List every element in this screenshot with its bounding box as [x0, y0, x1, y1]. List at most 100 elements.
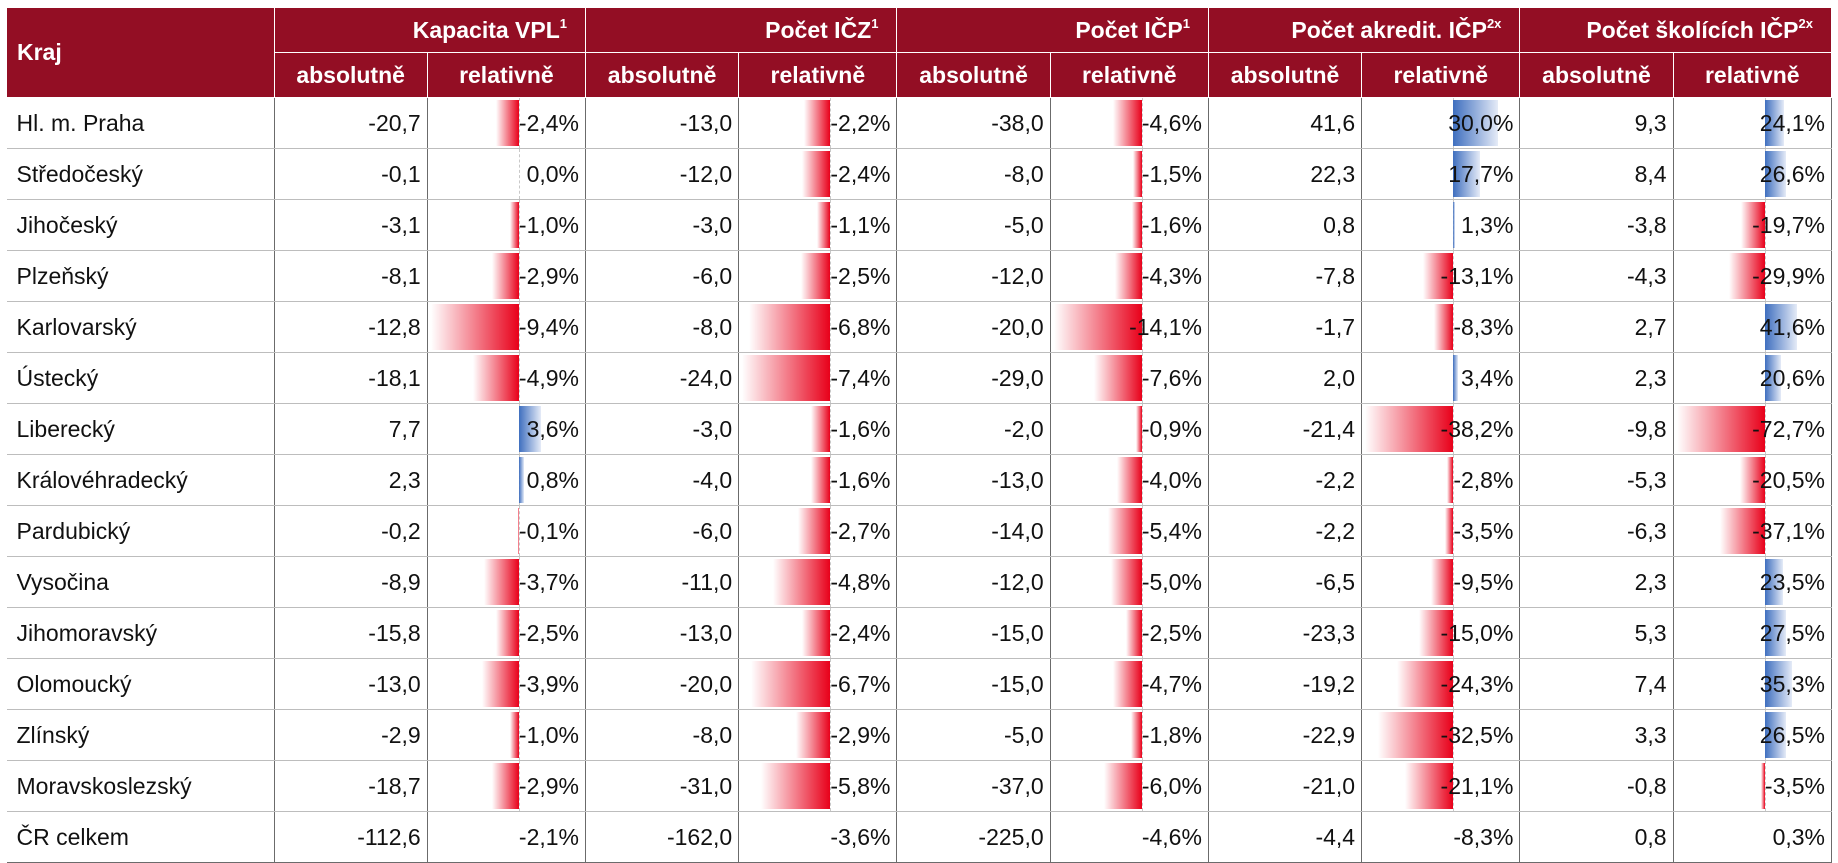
relative-value-cell: -19,7%: [1673, 199, 1833, 251]
relative-value-cell: -3,9%: [427, 658, 587, 710]
zero-axis: [1141, 149, 1143, 199]
region-name: Královéhradecký: [6, 454, 275, 506]
absolute-value: 0,8: [1519, 811, 1674, 863]
negative-data-bar: [482, 661, 519, 707]
relative-value: -9,4%: [518, 313, 580, 340]
negative-data-bar: [1115, 253, 1142, 299]
relative-value: -21,1%: [1440, 772, 1514, 799]
relative-value-cell: -0,1%: [427, 505, 587, 557]
relative-value: -2,8%: [1453, 466, 1514, 493]
zero-axis: [1141, 710, 1143, 760]
relative-value-cell: -2,2%: [738, 97, 898, 149]
relative-value-cell: -14,1%: [1050, 301, 1209, 353]
absolute-value: -37,0: [896, 760, 1051, 812]
relative-value: -3,5%: [1453, 517, 1514, 544]
absolute-value: -0,1: [274, 148, 428, 200]
header-absolute: absolutně: [273, 52, 428, 98]
relative-value-cell: -1,6%: [738, 403, 898, 455]
header-relative: relativně: [426, 52, 587, 98]
regional-capacity-table: Kraj Kapacita VPL1 Počet IČZ1 Počet IČP1 Po…: [6, 7, 1833, 863]
negative-data-bar: [1418, 610, 1454, 656]
negative-data-bar: [798, 508, 831, 554]
region-name: Pardubický: [6, 505, 275, 557]
relative-value-cell: -4,0%: [1050, 454, 1209, 506]
absolute-value: 2,3: [1519, 556, 1674, 608]
negative-data-bar: [495, 610, 519, 656]
absolute-value: -12,0: [585, 148, 740, 200]
table-row: Plzeňský -8,1 -2,9% -6,0 -2,5% -12,0 -4,3% -7,8…: [6, 250, 1833, 302]
absolute-value: -15,0: [896, 658, 1051, 710]
relative-value: -2,5%: [1141, 619, 1202, 646]
positive-data-bar: [1764, 661, 1793, 707]
header-group-label: Počet školících IČP: [1586, 17, 1799, 43]
relative-value: -19,7%: [1752, 211, 1825, 238]
absolute-value: -23,3: [1208, 607, 1363, 659]
positive-data-bar: [1764, 559, 1784, 605]
absolute-value: -112,6: [274, 811, 428, 863]
relative-value: 41,6%: [1759, 313, 1825, 340]
zero-axis: [1453, 506, 1455, 556]
relative-value: -0,9%: [1141, 415, 1202, 442]
relative-value: -1,6%: [830, 466, 891, 493]
relative-value: -2,5%: [518, 619, 580, 646]
negative-data-bar: [430, 304, 519, 350]
zero-axis: [830, 200, 832, 250]
header-group-footnote: 2x: [1486, 16, 1502, 31]
absolute-value: -13,0: [585, 607, 740, 659]
relative-value-cell: -4,7%: [1050, 658, 1209, 710]
zero-axis: [830, 557, 832, 607]
relative-value: 1,3%: [1460, 211, 1514, 238]
relative-value: -3,7%: [518, 568, 580, 595]
relative-value: -2,2%: [830, 109, 891, 136]
region-name: Hl. m. Praha: [6, 97, 275, 149]
zero-axis: [1764, 404, 1766, 454]
negative-data-bar: [518, 508, 519, 554]
absolute-value: -2,2: [1208, 505, 1363, 557]
absolute-value: -5,3: [1519, 454, 1674, 506]
absolute-value: -15,0: [896, 607, 1051, 659]
absolute-value: -0,2: [274, 505, 428, 557]
relative-value: -13,1%: [1440, 262, 1514, 289]
zero-axis: [1453, 710, 1455, 760]
zero-axis: [1141, 404, 1143, 454]
negative-data-bar: [795, 712, 831, 758]
relative-value-cell: -2,1%: [427, 811, 587, 863]
relative-value: -0,1%: [518, 517, 580, 544]
header-group-4: Počet školících IČP2x: [1519, 7, 1832, 53]
zero-axis: [830, 353, 832, 403]
negative-data-bar: [496, 100, 519, 146]
header-group-1: Počet IČZ1: [585, 7, 898, 53]
zero-axis: [1141, 455, 1143, 505]
zero-axis: [518, 710, 520, 760]
relative-value-cell: -2,9%: [738, 709, 898, 761]
relative-value: 26,5%: [1759, 721, 1825, 748]
relative-value: -3,9%: [518, 670, 580, 697]
zero-axis: [1453, 251, 1455, 301]
absolute-value: 7,7: [274, 403, 428, 455]
absolute-value: -20,0: [896, 301, 1051, 353]
absolute-value: -4,3: [1519, 250, 1674, 302]
negative-data-bar: [804, 100, 831, 146]
table-row: Hl. m. Praha -20,7 -2,4% -13,0 -2,2% -38,0 -4,…: [6, 97, 1833, 149]
relative-value-cell: -4,9%: [427, 352, 587, 404]
relative-value: -72,7%: [1752, 415, 1825, 442]
table-row: Ústecký -18,1 -4,9% -24,0 -7,4% -29,0 -7,6% 2,0…: [6, 352, 1833, 404]
relative-value: 24,1%: [1759, 109, 1825, 136]
relative-value-cell: -15,0%: [1361, 607, 1521, 659]
absolute-value: -6,0: [585, 250, 740, 302]
absolute-value: -2,0: [896, 403, 1051, 455]
negative-data-bar: [811, 457, 831, 503]
negative-data-bar: [750, 661, 831, 707]
positive-data-bar: [1453, 100, 1498, 146]
relative-value: -32,5%: [1440, 721, 1514, 748]
relative-value: -1,6%: [830, 415, 891, 442]
absolute-value: -162,0: [585, 811, 740, 863]
negative-data-bar: [817, 202, 831, 248]
relative-value-cell: -2,5%: [427, 607, 587, 659]
zero-axis: [518, 149, 520, 199]
relative-value: -4,9%: [518, 364, 580, 391]
relative-value-cell: 26,5%: [1673, 709, 1833, 761]
positive-data-bar: [1453, 202, 1456, 248]
relative-value: 30,0%: [1448, 109, 1514, 136]
zero-axis: [830, 659, 832, 709]
